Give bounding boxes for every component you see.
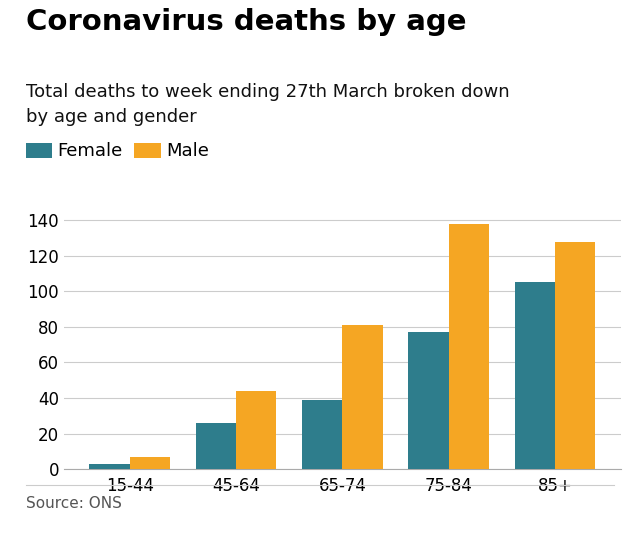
Text: Male: Male <box>166 142 209 160</box>
Text: Total deaths to week ending 27th March broken down
by age and gender: Total deaths to week ending 27th March b… <box>26 83 509 126</box>
Bar <box>342 325 383 469</box>
Bar <box>236 391 276 469</box>
Text: Coronavirus deaths by age: Coronavirus deaths by age <box>26 8 466 36</box>
Bar <box>515 282 555 469</box>
Bar <box>449 224 489 469</box>
Text: Source: ONS: Source: ONS <box>26 496 122 511</box>
Text: BBC: BBC <box>564 502 604 519</box>
Bar <box>130 457 170 469</box>
Text: Female: Female <box>58 142 123 160</box>
Bar <box>408 332 449 469</box>
Bar <box>302 400 342 469</box>
Bar <box>90 464 130 469</box>
Bar <box>196 423 236 469</box>
Bar <box>555 241 595 469</box>
